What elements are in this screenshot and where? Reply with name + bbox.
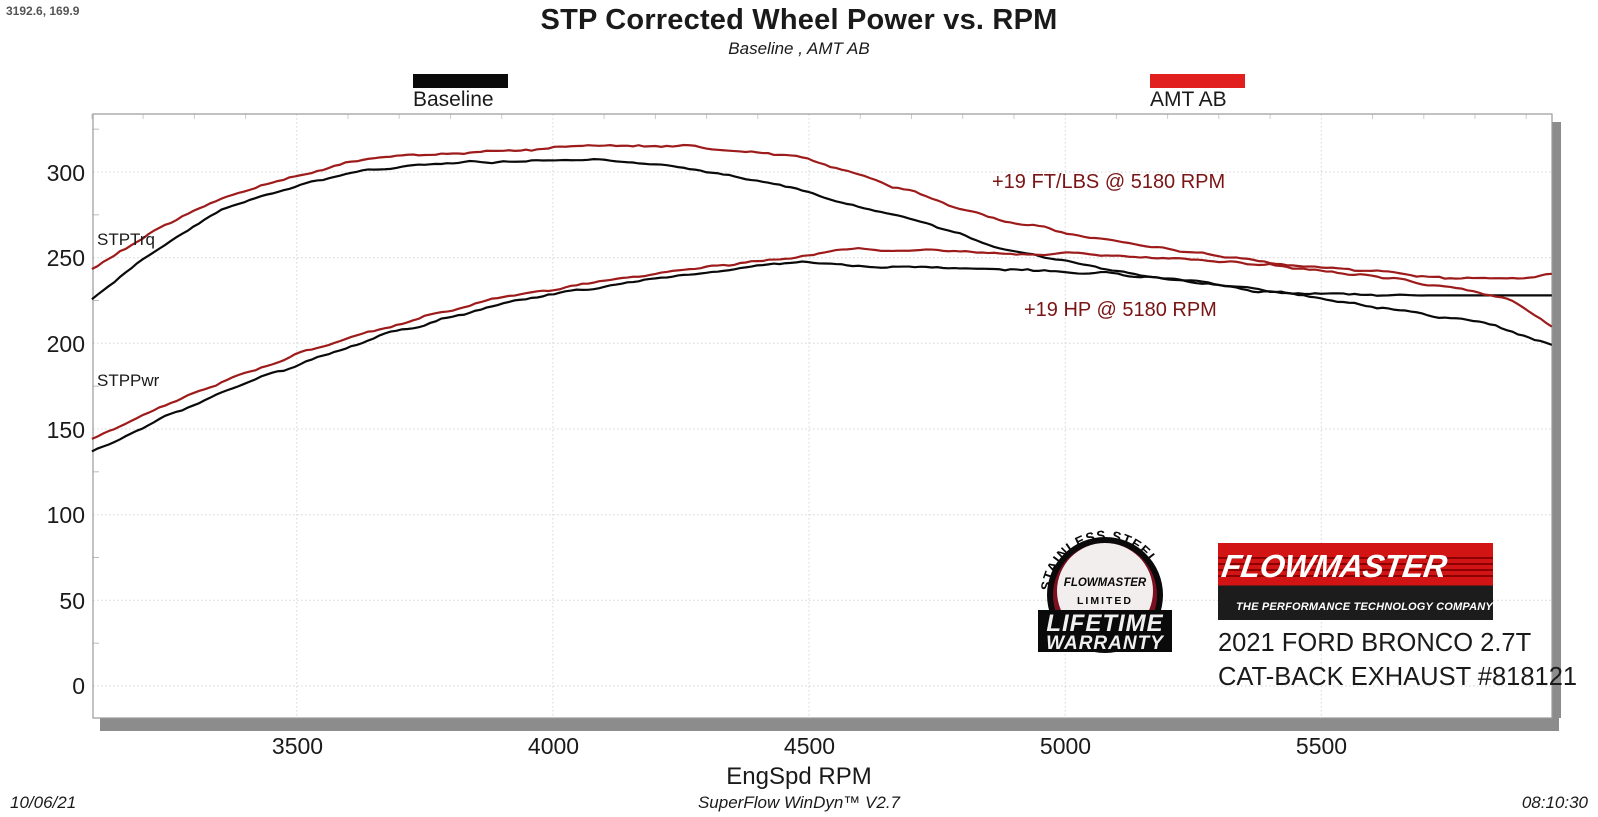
svg-text:FLOWMASTER: FLOWMASTER [1064, 577, 1147, 589]
svg-text:LIMITED: LIMITED [1077, 595, 1133, 607]
svg-text:WARRANTY: WARRANTY [1046, 633, 1165, 654]
